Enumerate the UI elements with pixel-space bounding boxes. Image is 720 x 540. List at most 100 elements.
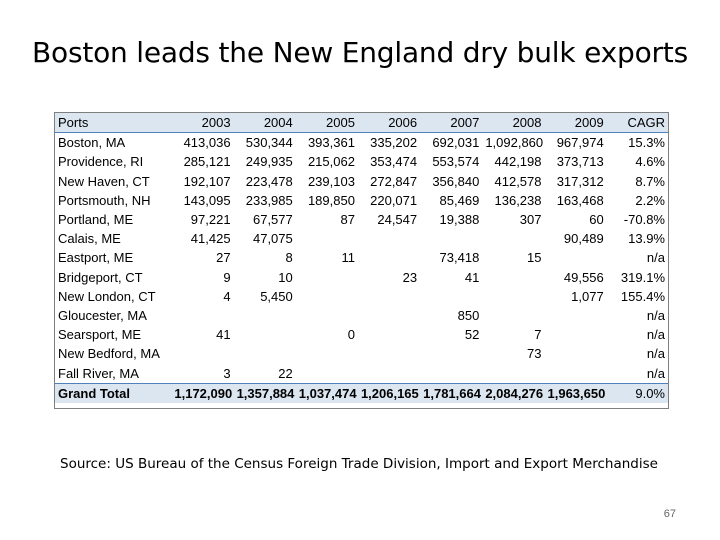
exports-table: Ports 2003 2004 2005 2006 2007 2008 2009 CAGR Bo… (55, 113, 668, 404)
cagr-cell: 15.3% (628, 135, 665, 151)
value-cell: 307 (519, 212, 542, 228)
value-cell: 90,489 (563, 231, 604, 247)
cagr-cell: -70.8% (623, 212, 665, 228)
value-cell: 413,036 (183, 135, 231, 151)
cagr-cell: n/a (646, 308, 665, 324)
value-cell: 8 (285, 250, 293, 266)
value-cell (296, 306, 358, 325)
column-header: CAGR (606, 113, 668, 134)
cagr-cell: n/a (646, 365, 665, 381)
table-row: New Haven, CT 192,107 223,478 239,103 272,84… (55, 172, 668, 191)
value-cell (420, 344, 482, 363)
value-cell: 15 (527, 250, 542, 266)
value-cell: 163,468 (556, 192, 604, 208)
port-name-cell: Boston, MA (58, 135, 126, 151)
value-cell (296, 344, 358, 363)
value-cell: 85,469 (439, 192, 480, 208)
value-cell: 143,095 (183, 192, 231, 208)
value-cell (171, 306, 233, 325)
cagr-cell: 2.2% (635, 192, 665, 208)
port-name-cell: Bridgeport, CT (58, 269, 143, 285)
table-header-row: Ports 2003 2004 2005 2006 2007 2008 2009 CAGR (55, 113, 668, 134)
value-cell (482, 268, 544, 287)
value-cell (420, 287, 482, 306)
value-cell (234, 325, 296, 344)
cagr-cell: n/a (646, 346, 665, 362)
port-name-cell: New Haven, CT (58, 173, 150, 189)
total-value-cell: 1,172,090 (171, 382, 234, 404)
value-cell (482, 364, 544, 384)
value-cell (171, 344, 233, 363)
value-cell: 0 (347, 327, 355, 343)
value-cell (420, 364, 482, 384)
table-row: Gloucester, MA 850 n/a (55, 306, 668, 325)
value-cell (296, 364, 358, 384)
value-cell: 10 (278, 269, 293, 285)
value-cell: 22 (278, 365, 293, 381)
value-cell: 530,344 (245, 135, 293, 151)
table-row: Providence, RI 285,121 249,935 215,062 353,4… (55, 152, 668, 171)
value-cell (296, 268, 358, 287)
value-cell: 87 (340, 212, 355, 228)
value-cell (545, 325, 607, 344)
value-cell (234, 344, 296, 363)
value-cell: 967,974 (556, 135, 604, 151)
grand-total-label: Grand Total (55, 382, 172, 404)
port-name-cell: Portland, ME (58, 212, 134, 228)
value-cell: 249,935 (245, 154, 293, 170)
value-cell: 4 (223, 288, 231, 304)
cagr-cell: 8.7% (635, 173, 665, 189)
value-cell: 23 (402, 269, 418, 285)
cagr-cell: n/a (646, 327, 665, 343)
value-cell: 285,121 (183, 154, 231, 170)
column-header: 2009 (544, 113, 607, 134)
value-cell: 335,202 (370, 135, 418, 151)
total-value-cell: 1,781,664 (420, 382, 483, 404)
value-cell (234, 306, 296, 325)
value-cell: 393,361 (307, 135, 355, 151)
value-cell (358, 287, 420, 306)
table-row: New Bedford, MA 73 n/a (55, 344, 668, 363)
port-name-cell: Portsmouth, NH (58, 192, 151, 208)
source-note: Source: US Bureau of the Census Foreign … (60, 456, 658, 472)
table-row: Searsport, ME 41 0 52 7 n/a (55, 325, 668, 344)
value-cell: 3 (223, 365, 231, 381)
value-cell: 223,478 (245, 173, 293, 189)
value-cell (420, 229, 482, 248)
port-name-cell: Searsport, ME (58, 327, 142, 343)
port-name-cell: Fall River, MA (58, 365, 139, 381)
value-cell: 9 (223, 269, 231, 285)
port-name-cell: Calais, ME (58, 231, 121, 247)
value-cell: 189,850 (307, 192, 355, 208)
value-cell (482, 306, 544, 325)
value-cell (545, 364, 607, 384)
value-cell (358, 229, 420, 248)
value-cell: 19,388 (439, 212, 480, 228)
value-cell: 67,577 (252, 212, 293, 228)
value-cell: 11 (341, 250, 355, 266)
value-cell: 136,238 (494, 192, 542, 208)
value-cell: 553,574 (432, 154, 480, 170)
value-cell: 52 (464, 327, 480, 343)
column-header-ports: Ports (55, 113, 172, 134)
column-header: 2007 (420, 113, 483, 134)
cagr-cell: 155.4% (620, 288, 665, 304)
value-cell: 317,312 (556, 173, 604, 189)
value-cell (545, 306, 607, 325)
value-cell (358, 248, 420, 267)
value-cell: 220,071 (370, 192, 418, 208)
total-value-cell: 1,037,474 (295, 382, 358, 404)
column-header: 2008 (482, 113, 545, 134)
value-cell: 850 (457, 308, 480, 324)
column-header: 2005 (295, 113, 358, 134)
value-cell: 41,425 (190, 231, 231, 247)
value-cell: 60 (589, 212, 604, 228)
total-value-cell: 1,357,884 (233, 382, 296, 404)
table-row: Portsmouth, NH 143,095 233,985 189,850 220,0… (55, 191, 668, 210)
value-cell: 1,077 (571, 288, 604, 304)
column-header: 2006 (357, 113, 421, 134)
value-cell: 442,198 (494, 154, 542, 170)
value-cell: 24,547 (377, 212, 418, 228)
value-cell (482, 229, 544, 248)
page-number: 67 (663, 508, 676, 520)
